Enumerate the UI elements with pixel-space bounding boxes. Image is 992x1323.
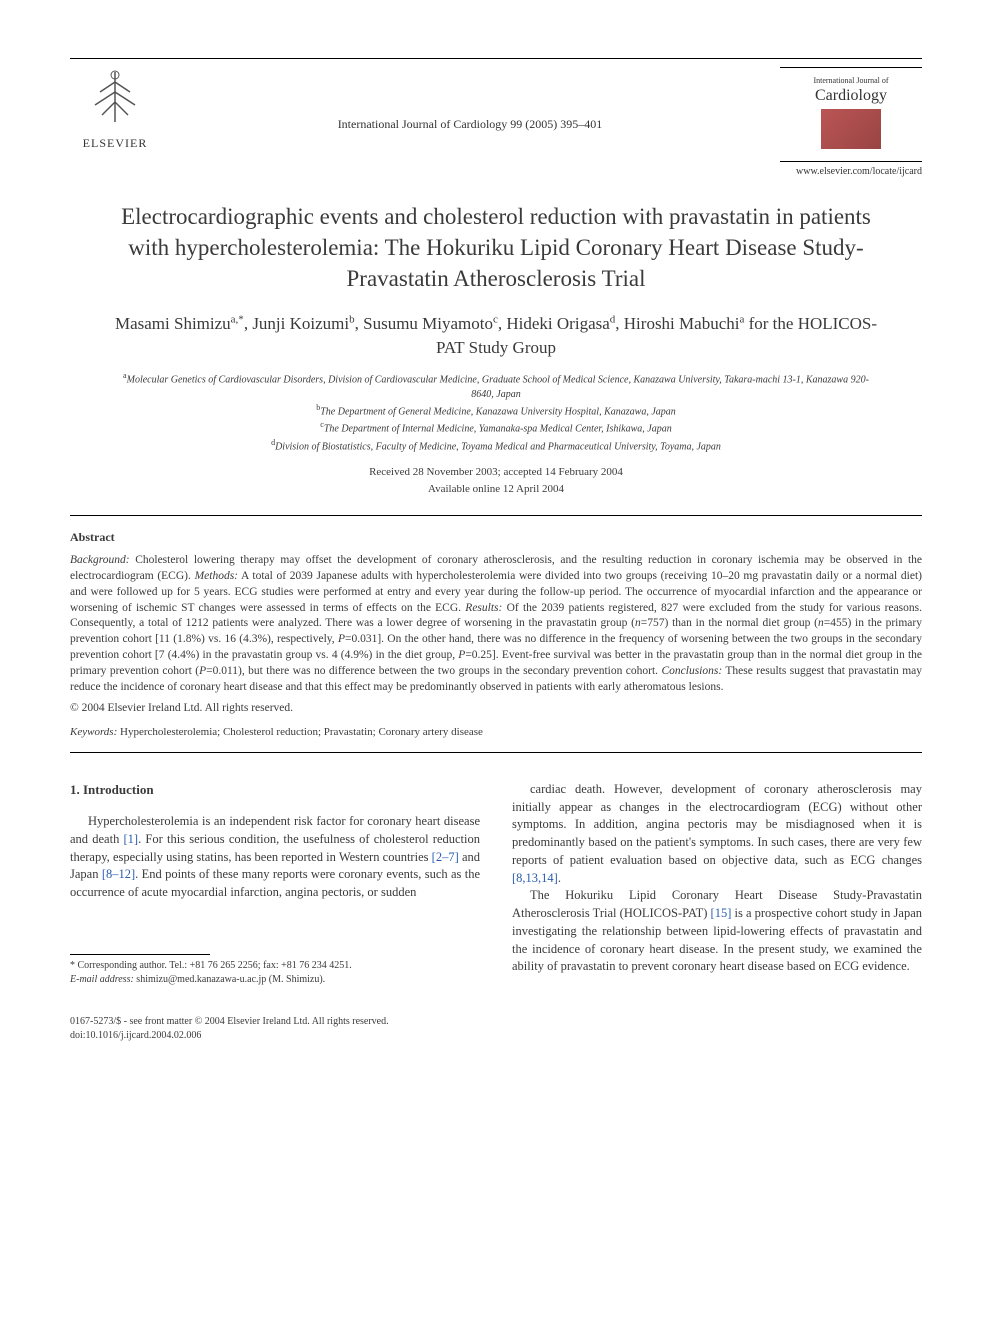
affiliation: cThe Department of Internal Medicine, Ya… <box>120 419 872 436</box>
journal-cover-icon <box>821 109 881 149</box>
affiliations: aMolecular Genetics of Cardiovascular Di… <box>120 370 872 454</box>
authors: Masami Shimizua,*, Junji Koizumib, Susum… <box>110 312 882 360</box>
keywords-text: Hypercholesterolemia; Cholesterol reduct… <box>120 726 483 738</box>
received-date: Received 28 November 2003; accepted 14 F… <box>70 464 922 481</box>
publisher-logo: ELSEVIER <box>70 67 160 151</box>
journal-small-title: International Journal of <box>786 76 916 85</box>
abstract-copyright: © 2004 Elsevier Ireland Ltd. All rights … <box>70 702 922 714</box>
keywords-line: Keywords: Hypercholesterolemia; Choleste… <box>70 726 922 738</box>
page-container: ELSEVIER International Journal of Cardio… <box>0 0 992 1083</box>
email-line: E-mail address: shimizu@med.kanazawa-u.a… <box>70 973 480 987</box>
keywords-label: Keywords: <box>70 726 117 738</box>
two-column-body: 1. Introduction Hypercholesterolemia is … <box>70 781 922 987</box>
journal-citation: International Journal of Cardiology 99 (… <box>160 67 780 132</box>
corresponding-author: * Corresponding author. Tel.: +81 76 265… <box>70 959 480 973</box>
available-date: Available online 12 April 2004 <box>70 481 922 498</box>
article-dates: Received 28 November 2003; accepted 14 F… <box>70 464 922 497</box>
journal-title: Cardiology <box>786 87 916 105</box>
article-title: Electrocardiographic events and choleste… <box>110 201 882 294</box>
publisher-name: ELSEVIER <box>70 136 160 151</box>
footnote-block: * Corresponding author. Tel.: +81 76 265… <box>70 959 480 987</box>
footer-line-2: doi:10.1016/j.ijcard.2004.02.006 <box>70 1029 922 1043</box>
footer-line-1: 0167-5273/$ - see front matter © 2004 El… <box>70 1015 922 1029</box>
abstract-heading: Abstract <box>70 530 922 545</box>
footnote-rule <box>70 954 210 955</box>
journal-box-wrapper: International Journal of Cardiology www.… <box>780 67 922 177</box>
left-column: 1. Introduction Hypercholesterolemia is … <box>70 781 480 987</box>
intro-paragraph-right-1: cardiac death. However, development of c… <box>512 781 922 888</box>
rule-above-abstract <box>70 515 922 516</box>
rule-below-keywords <box>70 752 922 753</box>
intro-paragraph-right-2: The Hokuriku Lipid Coronary Heart Diseas… <box>512 887 922 976</box>
intro-paragraph-left: Hypercholesterolemia is an independent r… <box>70 813 480 902</box>
email-address: shimizu@med.kanazawa-u.ac.jp (M. Shimizu… <box>136 974 325 985</box>
section-heading: 1. Introduction <box>70 781 480 799</box>
page-footer: 0167-5273/$ - see front matter © 2004 El… <box>70 1015 922 1043</box>
journal-box: International Journal of Cardiology <box>780 67 922 162</box>
email-label: E-mail address: <box>70 974 134 985</box>
right-column: cardiac death. However, development of c… <box>512 781 922 987</box>
affiliation: dDivision of Biostatistics, Faculty of M… <box>120 437 872 454</box>
top-rule <box>70 58 922 59</box>
affiliation: aMolecular Genetics of Cardiovascular Di… <box>120 370 872 402</box>
journal-url: www.elsevier.com/locate/ijcard <box>780 166 922 177</box>
affiliation: bThe Department of General Medicine, Kan… <box>120 402 872 419</box>
elsevier-tree-icon <box>70 67 160 136</box>
header-row: ELSEVIER International Journal of Cardio… <box>70 67 922 177</box>
abstract-body: Background: Cholesterol lowering therapy… <box>70 553 922 696</box>
